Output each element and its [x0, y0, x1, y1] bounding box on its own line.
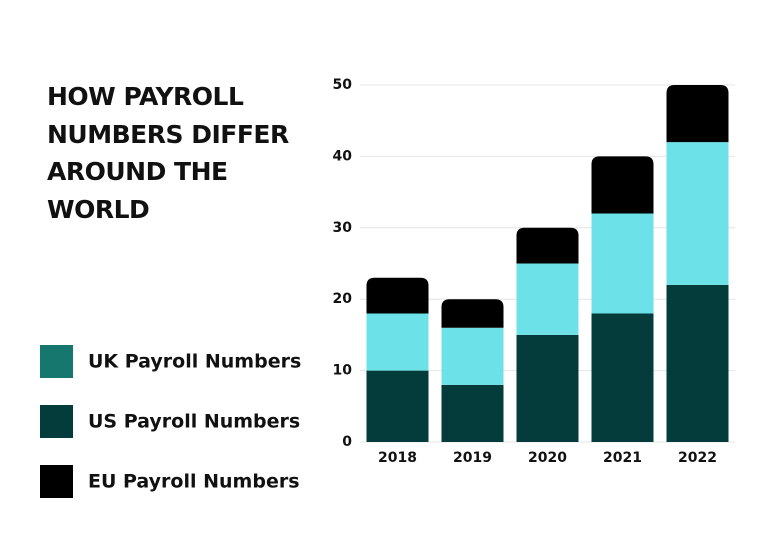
y-tick-label: 20: [333, 291, 353, 307]
bar-segment: [366, 370, 429, 442]
bar-segment: [366, 277, 429, 314]
legend-label: US Payroll Numbers: [88, 411, 300, 433]
x-tick-label: 2018: [378, 450, 417, 466]
y-tick-label: 50: [333, 77, 353, 93]
bar-segment: [666, 85, 729, 143]
chart-title: HOW PAYROLL NUMBERS DIFFER AROUND THE WO…: [47, 82, 289, 224]
legend-swatch: [40, 405, 73, 438]
bar-segment: [366, 313, 429, 371]
y-tick-label: 40: [333, 148, 353, 164]
x-tick-label: 2019: [453, 450, 492, 466]
bar-segment: [516, 334, 579, 442]
bar-segment: [591, 213, 654, 314]
x-tick-label: 2020: [528, 450, 567, 466]
bar-segment: [516, 263, 579, 335]
bar-segment: [666, 142, 729, 285]
bar-segment: [591, 156, 654, 214]
legend-label: UK Payroll Numbers: [88, 351, 301, 373]
bar-segment: [666, 284, 729, 442]
bar-segment: [591, 313, 654, 442]
y-tick-label: 0: [342, 434, 352, 450]
y-tick-label: 10: [333, 363, 353, 379]
bar-segment: [441, 299, 504, 328]
legend-swatch: [40, 345, 73, 378]
legend-label: EU Payroll Numbers: [88, 471, 300, 493]
y-tick-label: 30: [333, 220, 353, 236]
bar-segment: [441, 327, 504, 385]
x-tick-label: 2021: [603, 450, 642, 466]
bar-segment: [441, 384, 504, 442]
bar-segment: [516, 227, 579, 264]
legend-swatch: [40, 465, 73, 498]
x-tick-label: 2022: [678, 450, 717, 466]
